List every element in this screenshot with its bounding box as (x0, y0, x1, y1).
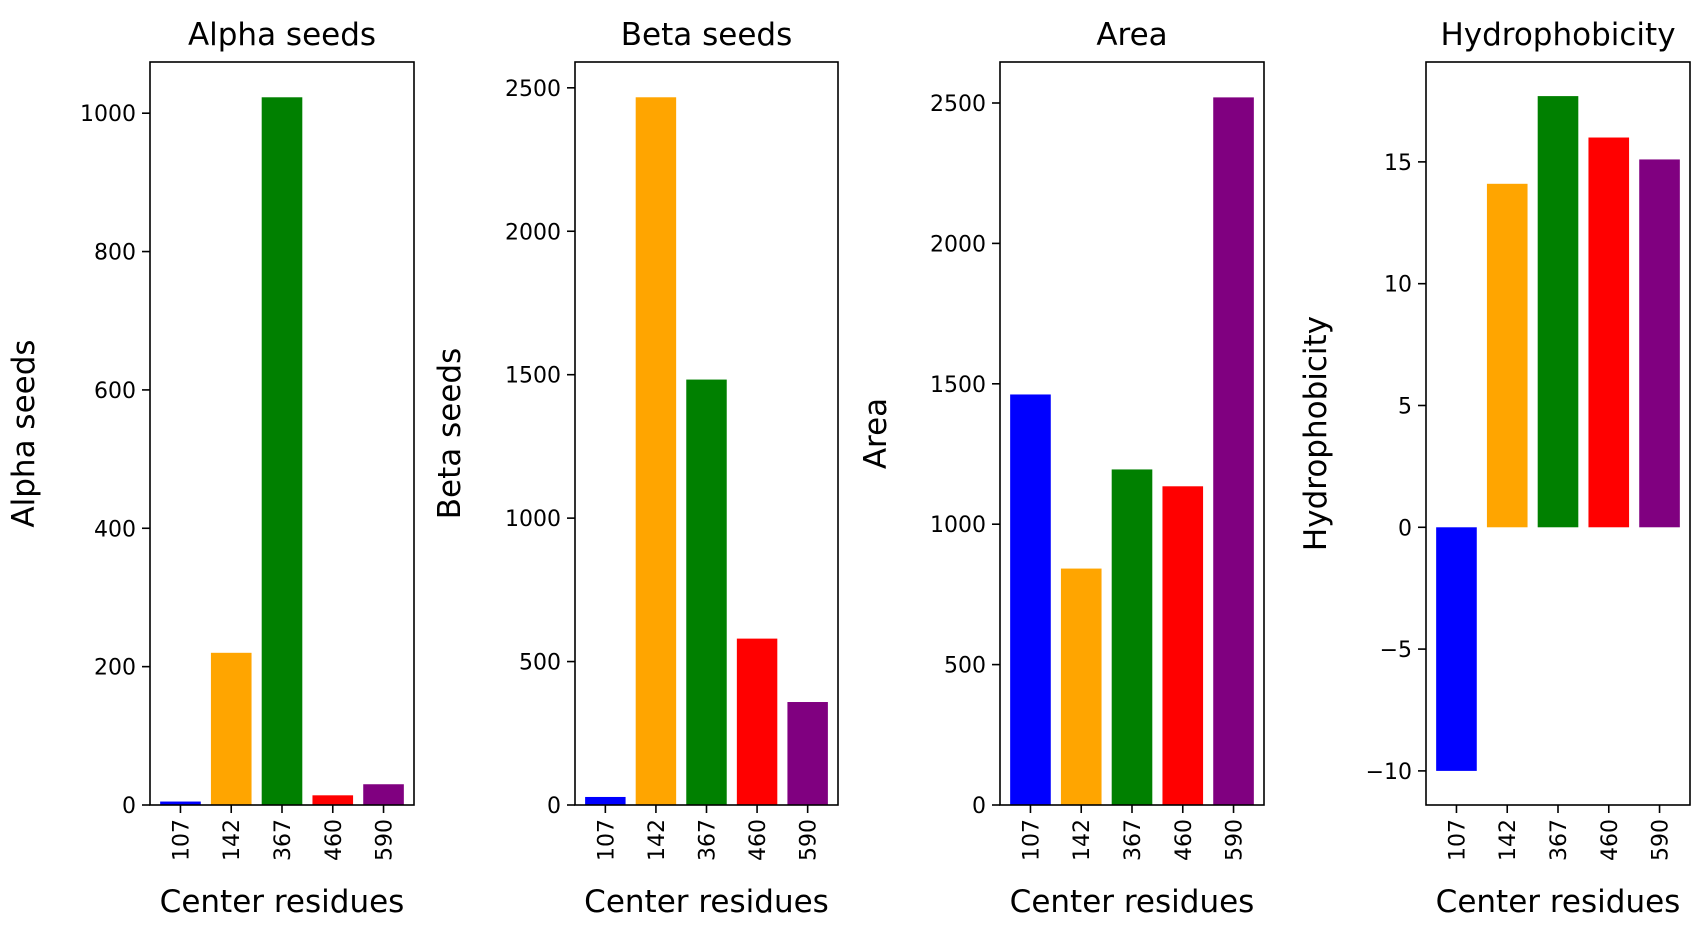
x-tick-label: 590 (1649, 819, 1674, 861)
bar-107 (1436, 527, 1477, 771)
bar-460 (1162, 486, 1204, 805)
y-tick-label: 500 (944, 654, 986, 679)
y-tick-label: 1000 (505, 507, 561, 532)
bar-460 (312, 795, 354, 805)
y-tick-label: 1500 (930, 373, 986, 398)
x-tick-label: 460 (1172, 819, 1197, 861)
y-tick-label: 1000 (930, 513, 986, 538)
x-tick-label: 142 (1070, 819, 1095, 861)
y-tick-label: 500 (519, 651, 561, 676)
chart-panel-1: 0 200 400 600 800 1000 107 142 367 460 590 Alpha se… (6, 17, 415, 920)
chart-title: Beta seeds (621, 17, 792, 53)
chart-title: Alpha seeds (188, 17, 376, 53)
y-tick-label: 2500 (505, 77, 561, 102)
y-tick-label: −10 (1366, 760, 1412, 785)
x-tick-label: 142 (220, 819, 245, 861)
x-tick-label: 107 (169, 819, 194, 861)
bar-367 (1111, 469, 1153, 805)
x-tick-label: 590 (797, 819, 822, 861)
x-tick-label: 590 (1223, 819, 1248, 861)
chart-panel-2: 0 500 1000 1500 2000 2500 107 142 367 460 590 Beta … (432, 17, 839, 920)
y-tick-label: 2000 (505, 220, 561, 245)
y-tick-label: 1000 (80, 102, 136, 127)
bar-590 (787, 702, 828, 805)
x-tick-label: 367 (696, 819, 721, 861)
y-tick-label: 0 (972, 794, 986, 819)
x-tick-label: 367 (271, 819, 296, 861)
bar-142 (635, 97, 677, 805)
x-tick-label: 460 (746, 819, 771, 861)
x-tick-label: 460 (322, 819, 347, 861)
x-tick-label: 367 (1121, 819, 1146, 861)
bar-460 (736, 638, 778, 805)
chart-title: Area (1096, 17, 1167, 53)
chart-panel-4: −10 −5 0 5 10 15 107 142 367 460 590 Hydrophobicity… (1298, 17, 1691, 920)
y-axis-label: Area (858, 398, 894, 469)
bar-367 (261, 97, 303, 806)
y-tick-label: 0 (122, 794, 136, 819)
bar-107 (1010, 394, 1051, 805)
bar-107 (585, 796, 626, 805)
x-axis-label: Center residues (160, 884, 405, 920)
bar-367 (686, 379, 727, 805)
bar-107 (160, 801, 201, 805)
y-tick-label: 1500 (505, 364, 561, 389)
bar-142 (210, 652, 252, 805)
x-tick-label: 142 (1496, 819, 1521, 861)
y-axis-label: Hydrophobicity (1298, 316, 1334, 551)
y-tick-label: 2500 (930, 92, 986, 117)
y-tick-label: 400 (94, 517, 136, 542)
chart-title: Hydrophobicity (1440, 17, 1675, 53)
y-tick-label: 600 (94, 379, 136, 404)
bar-590 (1639, 159, 1680, 528)
x-axis-label: Center residues (584, 884, 829, 920)
y-tick-label: 0 (547, 794, 561, 819)
y-tick-label: 800 (94, 241, 136, 266)
x-tick-label: 460 (1598, 819, 1623, 861)
bar-590 (1213, 97, 1254, 805)
bar-142 (1060, 568, 1102, 805)
y-axis-label: Beta seeds (432, 348, 468, 519)
y-tick-label: 2000 (930, 232, 986, 257)
bar-460 (1588, 137, 1630, 528)
chart-panel-3: 0 500 1000 1500 2000 2500 107 142 367 460 590 Area C… (858, 17, 1265, 920)
x-tick-label: 590 (373, 819, 398, 861)
y-axis-label: Alpha seeds (6, 339, 42, 527)
y-tick-label: 200 (94, 656, 136, 681)
y-tick-label: −5 (1380, 638, 1412, 663)
x-tick-label: 107 (1019, 819, 1044, 861)
x-tick-label: 107 (594, 819, 619, 861)
x-axis-label: Center residues (1010, 884, 1255, 920)
y-tick-label: 0 (1398, 516, 1412, 541)
bar-367 (1537, 96, 1579, 528)
x-tick-label: 142 (645, 819, 670, 861)
x-axis-label: Center residues (1436, 884, 1681, 920)
y-tick-label: 15 (1384, 151, 1412, 176)
bar-590 (363, 784, 404, 805)
y-tick-label: 5 (1398, 394, 1412, 419)
x-tick-label: 367 (1547, 819, 1572, 861)
x-tick-label: 107 (1445, 819, 1470, 861)
bar-142 (1486, 183, 1528, 528)
y-tick-label: 10 (1384, 273, 1412, 298)
